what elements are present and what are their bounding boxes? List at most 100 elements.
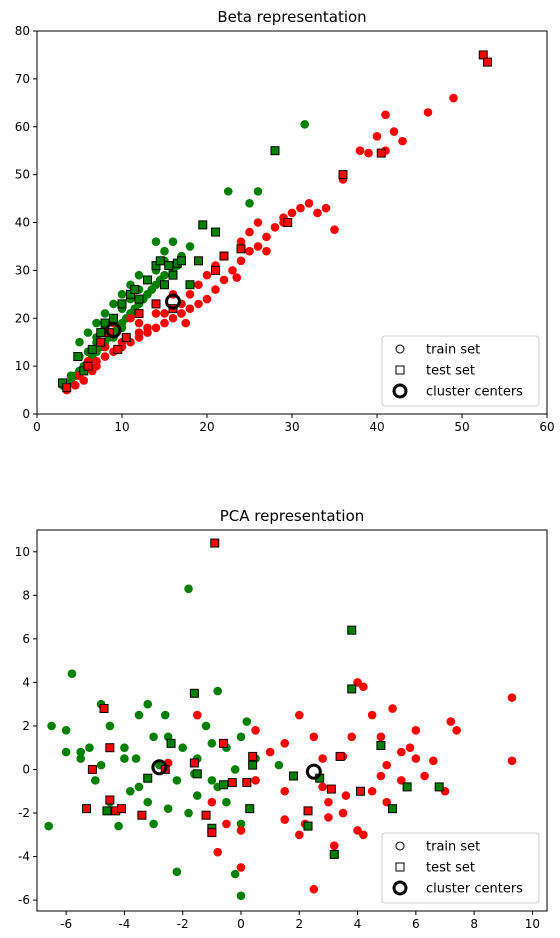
train-point-green-8 xyxy=(105,721,115,731)
train-point-red-37 xyxy=(389,127,399,136)
train-point-red-41 xyxy=(143,323,152,333)
train-point-red-46 xyxy=(280,815,290,824)
train-point-green-24 xyxy=(184,584,193,594)
test-point-red-5 xyxy=(121,332,131,342)
train-point-red-46 xyxy=(202,270,212,280)
test-point-red-1 xyxy=(87,764,97,774)
x-tick-label-7: 8 xyxy=(470,917,478,931)
train-point-green-48 xyxy=(168,237,178,246)
train-point-red-20 xyxy=(338,808,348,818)
x-tick-label-5: 50 xyxy=(454,420,469,434)
test-point-green-19 xyxy=(185,280,195,290)
train-point-green-44 xyxy=(131,754,141,763)
test-point-red-12 xyxy=(219,738,229,748)
y-tick-label-5: 4 xyxy=(22,675,30,689)
train-point-red-37 xyxy=(446,717,456,726)
y-tick-label-4: 2 xyxy=(22,719,30,733)
train-point-green-10 xyxy=(114,821,123,831)
train-point-red-12 xyxy=(160,318,169,328)
test-point-green-4 xyxy=(96,328,106,338)
train-point-red-11 xyxy=(151,323,161,333)
x-tick-label-6: 6 xyxy=(412,917,420,931)
test-point-red-16 xyxy=(483,57,492,67)
train-point-red-45 xyxy=(194,280,203,290)
y-tick-label-7: 70 xyxy=(15,72,30,86)
train-point-green-43 xyxy=(120,743,129,753)
legend-label-1: test set xyxy=(426,861,475,876)
test-point-green-16 xyxy=(388,804,398,814)
train-point-green-15 xyxy=(143,699,153,709)
cluster-center-1 xyxy=(305,763,322,780)
test-point-red-16 xyxy=(303,806,313,816)
pca-chart: PCA representation -6 -4 -2 0 2 4 6 8 10 -6 -4 -2 0 2 4… xyxy=(15,507,548,931)
train-point-red-39 xyxy=(507,693,517,702)
train-point-green-33 xyxy=(109,299,118,309)
test-point-green-0 xyxy=(102,806,112,816)
legend-label-1: test set xyxy=(426,364,475,379)
axes-frame xyxy=(36,529,548,912)
test-point-green-10 xyxy=(303,821,313,831)
cluster-center-1 xyxy=(165,293,181,310)
train-point-red-2 xyxy=(213,847,222,857)
train-point-red-24 xyxy=(359,682,368,692)
train-point-green-28 xyxy=(201,721,211,731)
train-point-red-1 xyxy=(207,797,217,807)
y-tick-label-3: 30 xyxy=(15,263,30,277)
train-point-red-10 xyxy=(294,710,304,720)
train-point-red-41 xyxy=(359,830,368,840)
legend-marker-test xyxy=(395,862,405,872)
train-point-red-42 xyxy=(160,309,169,318)
test-point-green-7 xyxy=(117,299,127,309)
train-point-red-5 xyxy=(100,352,110,361)
train-point-red-39 xyxy=(423,108,433,117)
test-point-red-12 xyxy=(283,218,293,227)
test-point-green-13 xyxy=(347,684,357,694)
train-point-red-14 xyxy=(177,309,186,318)
beta-chart: Beta representation 0 10 20 30 40 50 60 0 10 20 30 4… xyxy=(15,8,555,434)
train-point-red-50 xyxy=(245,227,254,237)
y-tick-label-6: 6 xyxy=(22,632,30,646)
legend-label-0: train set xyxy=(426,840,480,855)
chart-title: PCA representation xyxy=(220,507,365,525)
test-point-red-20 xyxy=(105,795,115,805)
test-point-red-19 xyxy=(355,786,365,796)
train-point-red-27 xyxy=(376,732,386,742)
train-point-red-47 xyxy=(192,710,202,720)
train-point-red-35 xyxy=(420,771,429,781)
train-point-red-28 xyxy=(382,760,392,770)
test-point-red-11 xyxy=(210,538,220,548)
train-point-red-38 xyxy=(398,136,407,146)
train-point-red-13 xyxy=(309,884,319,894)
train-point-red-4 xyxy=(236,826,246,835)
train-point-green-49 xyxy=(61,747,71,757)
train-point-green-34 xyxy=(230,765,240,774)
x-tick-label-0: -6 xyxy=(60,917,72,931)
test-point-red-14 xyxy=(242,778,252,788)
train-point-green-21 xyxy=(172,776,182,785)
test-point-red-15 xyxy=(248,751,258,761)
test-point-green-1 xyxy=(73,352,83,362)
train-point-green-23 xyxy=(178,743,188,753)
train-point-red-63 xyxy=(364,148,373,158)
test-point-green-7 xyxy=(245,804,255,814)
x-tick-label-8: 10 xyxy=(525,917,540,931)
y-tick-label-2: 20 xyxy=(15,311,30,325)
test-point-red-5 xyxy=(117,804,127,814)
train-point-green-27 xyxy=(192,791,202,800)
test-point-green-12 xyxy=(329,849,339,859)
train-point-green-35 xyxy=(92,318,101,328)
test-point-red-2 xyxy=(99,704,109,714)
x-tick-label-4: 40 xyxy=(369,420,384,434)
test-point-red-11 xyxy=(236,244,246,254)
test-point-green-3 xyxy=(87,344,97,354)
legend-box xyxy=(381,335,540,407)
x-tick-label-0: 0 xyxy=(33,420,41,434)
test-point-red-18 xyxy=(335,751,345,761)
test-point-green-3 xyxy=(189,688,199,698)
train-point-green-17 xyxy=(149,819,158,829)
train-point-red-16 xyxy=(324,797,333,807)
train-point-green-5 xyxy=(85,743,94,753)
test-point-red-3 xyxy=(105,743,115,753)
train-point-green-35 xyxy=(236,732,246,742)
